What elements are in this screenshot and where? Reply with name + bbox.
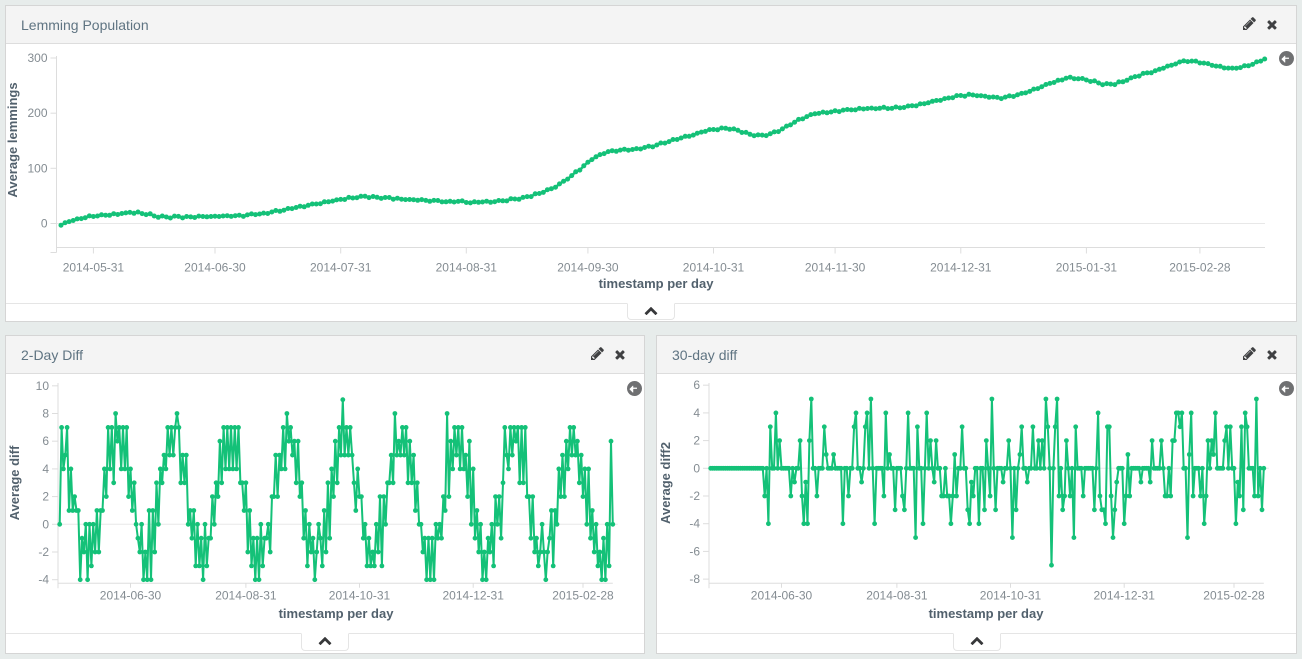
- svg-text:2015-02-28: 2015-02-28: [1169, 260, 1231, 274]
- svg-text:6: 6: [693, 378, 700, 392]
- svg-text:-8: -8: [689, 572, 700, 586]
- svg-text:2014-08-31: 2014-08-31: [436, 260, 498, 274]
- svg-text:2014-08-31: 2014-08-31: [215, 588, 277, 602]
- svg-text:2015-01-31: 2015-01-31: [1056, 260, 1118, 274]
- svg-text:200: 200: [27, 106, 47, 120]
- svg-text:-2: -2: [689, 489, 700, 503]
- svg-text:-4: -4: [689, 517, 700, 531]
- svg-text:timestamp per day: timestamp per day: [599, 276, 715, 291]
- svg-text:2014-06-30: 2014-06-30: [100, 588, 162, 602]
- svg-text:timestamp per day: timestamp per day: [929, 606, 1045, 621]
- svg-text:2014-07-31: 2014-07-31: [310, 260, 372, 274]
- svg-text:2014-10-31: 2014-10-31: [980, 588, 1042, 602]
- svg-text:2014-08-31: 2014-08-31: [866, 588, 928, 602]
- svg-text:timestamp per day: timestamp per day: [279, 606, 395, 621]
- svg-text:2014-12-31: 2014-12-31: [930, 260, 992, 274]
- svg-text:2015-02-28: 2015-02-28: [552, 588, 614, 602]
- svg-text:Average lemmings: Average lemmings: [6, 82, 20, 197]
- svg-text:0: 0: [41, 217, 48, 231]
- svg-text:0: 0: [693, 461, 700, 475]
- svg-text:2: 2: [42, 490, 49, 504]
- svg-text:2014-12-31: 2014-12-31: [1094, 588, 1156, 602]
- svg-text:0: 0: [42, 517, 49, 531]
- svg-text:2014-05-31: 2014-05-31: [63, 260, 125, 274]
- svg-text:8: 8: [42, 407, 49, 421]
- svg-text:2014-11-30: 2014-11-30: [805, 260, 866, 274]
- svg-text:Average diff: Average diff: [7, 445, 22, 520]
- svg-text:6: 6: [42, 434, 49, 448]
- svg-text:100: 100: [27, 161, 47, 175]
- svg-text:2: 2: [693, 434, 700, 448]
- svg-text:2014-10-31: 2014-10-31: [329, 588, 391, 602]
- svg-text:4: 4: [42, 462, 49, 476]
- svg-text:300: 300: [27, 51, 47, 65]
- svg-text:10: 10: [36, 379, 50, 393]
- svg-text:2014-06-30: 2014-06-30: [184, 260, 246, 274]
- svg-text:2015-02-28: 2015-02-28: [1203, 588, 1265, 602]
- svg-text:-6: -6: [689, 544, 700, 558]
- svg-text:2014-12-31: 2014-12-31: [443, 588, 505, 602]
- svg-text:-2: -2: [38, 545, 49, 559]
- svg-text:2014-10-31: 2014-10-31: [683, 260, 745, 274]
- svg-text:2014-06-30: 2014-06-30: [751, 588, 813, 602]
- svg-text:2014-09-30: 2014-09-30: [557, 260, 619, 274]
- svg-text:Average diff2: Average diff2: [658, 442, 673, 524]
- svg-text:4: 4: [693, 406, 700, 420]
- svg-text:-4: -4: [38, 573, 49, 587]
